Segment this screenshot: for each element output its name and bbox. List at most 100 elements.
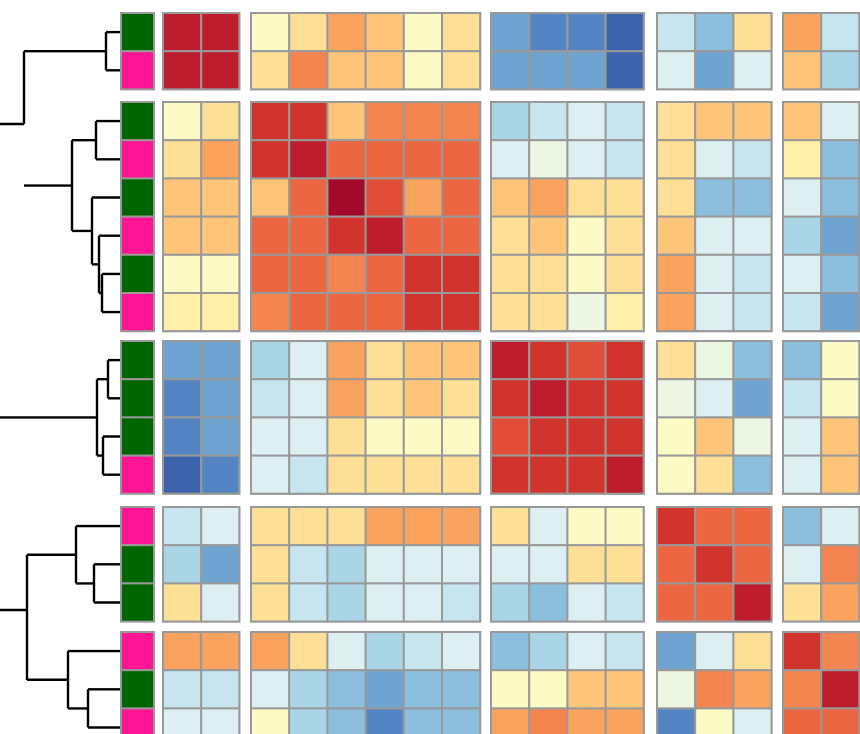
heatmap-cell xyxy=(200,292,241,333)
heatmap-cell xyxy=(490,215,531,256)
heatmap-cell xyxy=(732,177,773,218)
heatmap-cell xyxy=(528,177,569,218)
heatmap-cell xyxy=(364,139,405,180)
heatmap-cell xyxy=(402,215,443,256)
heatmap-cell xyxy=(200,253,241,295)
heatmap-cell xyxy=(820,253,860,295)
heatmap-block-outline xyxy=(490,506,645,623)
heatmap-cell xyxy=(566,416,607,457)
heatmap-cell xyxy=(820,12,860,53)
heatmap-cell xyxy=(162,101,203,142)
heatmap-cell xyxy=(782,707,823,734)
heatmap-cell xyxy=(490,177,531,218)
heatmap-cell xyxy=(326,506,367,547)
heatmap-cell xyxy=(566,544,607,585)
heatmap-cell xyxy=(656,292,697,333)
heatmap-cell xyxy=(402,101,443,142)
heatmap-block-outline xyxy=(782,12,860,91)
heatmap-cell xyxy=(200,139,241,180)
heatmap-cell xyxy=(288,139,329,180)
heatmap-cell xyxy=(566,12,607,53)
heatmap-cell xyxy=(441,12,482,53)
heatmap-cell xyxy=(326,253,367,295)
heatmap-cell xyxy=(656,454,697,495)
heatmap-cell xyxy=(288,101,329,142)
heatmap-cell xyxy=(566,101,607,142)
heatmap-cell xyxy=(656,582,697,623)
heatmap-cell xyxy=(441,378,482,419)
heatmap-cell xyxy=(364,582,405,623)
row-annotation-pink xyxy=(120,292,155,333)
heatmap-cell xyxy=(528,582,569,623)
heatmap-cell xyxy=(250,253,291,295)
heatmap-block-outline xyxy=(250,12,482,91)
row-annotation-pink xyxy=(120,707,155,734)
heatmap-block-outline xyxy=(656,506,773,623)
heatmap-cell xyxy=(782,292,823,333)
heatmap-cell xyxy=(782,177,823,218)
heatmap-cell xyxy=(604,582,645,623)
heatmap-cell xyxy=(490,139,531,180)
heatmap-cell xyxy=(364,50,405,91)
heatmap-cell xyxy=(288,506,329,547)
heatmap-cell xyxy=(250,139,291,180)
heatmap-cell xyxy=(528,454,569,495)
heatmap-cell xyxy=(604,50,645,91)
heatmap-cell xyxy=(694,50,735,91)
heatmap-cell xyxy=(402,631,443,672)
heatmap-cell xyxy=(402,544,443,585)
row-annotation-pink xyxy=(120,454,155,495)
heatmap-block-outline xyxy=(162,101,241,333)
heatmap-block-outline xyxy=(782,340,860,495)
heatmap-cell xyxy=(250,215,291,256)
heatmap-cell xyxy=(250,631,291,672)
heatmap-cell xyxy=(162,454,203,495)
heatmap-block-outline xyxy=(250,101,482,333)
heatmap-cell xyxy=(326,340,367,381)
heatmap-block-outline xyxy=(656,101,773,333)
heatmap-cell xyxy=(441,215,482,256)
heatmap-cell xyxy=(402,139,443,180)
heatmap-cell xyxy=(694,669,735,710)
heatmap-cell xyxy=(250,292,291,333)
heatmap-block-outline xyxy=(162,12,241,91)
heatmap-cell xyxy=(656,340,697,381)
heatmap-cell xyxy=(528,215,569,256)
heatmap-cell xyxy=(250,506,291,547)
heatmap-cell xyxy=(162,544,203,585)
heatmap-cell xyxy=(528,139,569,180)
heatmap-cell xyxy=(490,416,531,457)
heatmap-cell xyxy=(732,292,773,333)
heatmap-cell xyxy=(782,101,823,142)
heatmap-cell xyxy=(732,454,773,495)
heatmap-cell xyxy=(402,50,443,91)
heatmap-cell xyxy=(604,101,645,142)
heatmap-cell xyxy=(604,707,645,734)
heatmap-cell xyxy=(820,215,860,256)
heatmap-cell xyxy=(732,582,773,623)
heatmap-cell xyxy=(162,12,203,53)
heatmap-cell xyxy=(288,215,329,256)
heatmap-cell xyxy=(364,669,405,710)
heatmap-cell xyxy=(566,50,607,91)
heatmap-cell xyxy=(732,378,773,419)
heatmap-cell xyxy=(288,631,329,672)
heatmap-cell xyxy=(782,582,823,623)
heatmap-cell xyxy=(820,669,860,710)
heatmap-cell xyxy=(250,582,291,623)
heatmap-cell xyxy=(200,340,241,381)
heatmap-cell xyxy=(326,454,367,495)
heatmap-cell xyxy=(326,582,367,623)
heatmap-cell xyxy=(694,12,735,53)
heatmap-cell xyxy=(326,177,367,218)
heatmap-cell xyxy=(326,707,367,734)
heatmap-cell xyxy=(402,12,443,53)
heatmap-cell xyxy=(364,215,405,256)
heatmap-cell xyxy=(402,707,443,734)
heatmap-block-outline xyxy=(250,340,482,495)
heatmap-block-outline xyxy=(782,631,860,734)
heatmap-cell xyxy=(732,253,773,295)
heatmap-cell xyxy=(490,12,531,53)
heatmap-cell xyxy=(656,215,697,256)
heatmap-cell xyxy=(732,707,773,734)
